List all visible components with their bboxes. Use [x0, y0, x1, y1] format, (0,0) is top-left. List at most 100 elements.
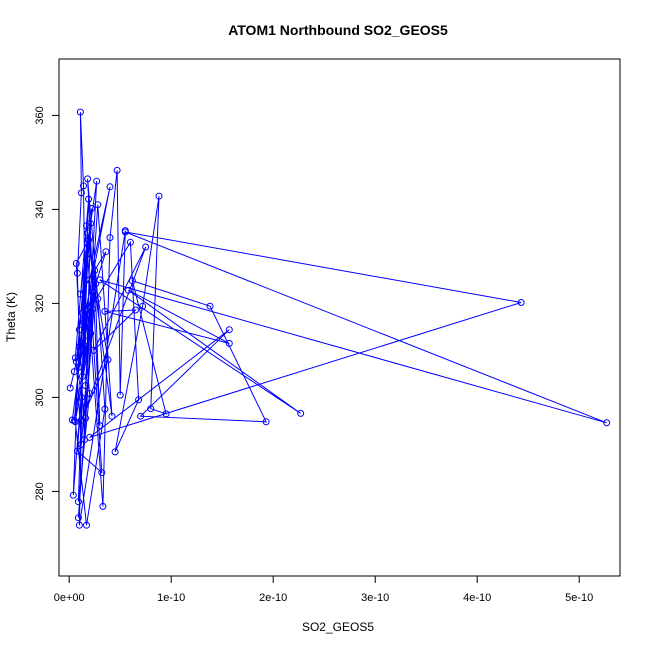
data-point — [90, 288, 98, 296]
data-point — [82, 414, 89, 422]
data-point — [76, 290, 84, 298]
x-tick-label: 3e-10 — [361, 592, 389, 604]
data-point — [77, 189, 85, 197]
data-point — [69, 491, 77, 499]
data-point — [76, 108, 84, 116]
data-point — [81, 302, 88, 310]
x-tick-label: 0e+00 — [54, 592, 85, 604]
data-point — [79, 372, 86, 380]
data-point — [94, 295, 102, 303]
data-point — [89, 305, 97, 313]
data-point — [603, 419, 611, 427]
data-point — [74, 498, 82, 506]
data-point — [83, 307, 90, 315]
data-point — [106, 234, 114, 242]
x-tick-label: 4e-10 — [463, 592, 491, 604]
data-point — [96, 276, 104, 284]
data-point — [147, 405, 155, 413]
data-point — [85, 236, 93, 244]
data-point — [128, 277, 136, 285]
data-point — [126, 238, 134, 246]
data-point — [101, 405, 109, 413]
y-axis-label: Theta (K) — [4, 292, 18, 342]
data-point — [72, 358, 80, 366]
data-point — [81, 436, 88, 444]
data-point — [262, 418, 270, 426]
data-point — [84, 250, 92, 258]
data-point — [71, 354, 79, 362]
data-point — [80, 318, 87, 326]
data-points — [66, 108, 611, 529]
data-point — [297, 409, 305, 417]
data-point — [68, 416, 76, 424]
data-point — [113, 166, 121, 174]
data-point — [124, 286, 132, 294]
data-point — [206, 302, 214, 310]
data-point — [162, 410, 170, 418]
x-tick-label: 5e-10 — [565, 592, 593, 604]
data-point — [72, 260, 80, 267]
data-point — [90, 346, 98, 354]
data-point — [101, 307, 109, 315]
data-point — [116, 391, 124, 399]
data-point — [96, 422, 104, 430]
data-point — [77, 393, 85, 401]
data-point — [80, 182, 87, 190]
data-point — [83, 521, 90, 529]
data-point — [106, 183, 114, 191]
data-point — [77, 416, 85, 424]
data-point — [104, 356, 112, 364]
data-point — [75, 343, 83, 351]
data-point — [74, 514, 82, 522]
data-point — [111, 448, 119, 456]
data-point — [102, 248, 110, 256]
data-point — [94, 201, 102, 209]
data-point — [79, 309, 86, 317]
data-point — [75, 363, 83, 371]
data-point — [80, 316, 87, 324]
data-point — [82, 382, 89, 390]
data-point — [93, 177, 101, 185]
y-tick-label: 300 — [34, 388, 46, 406]
data-series — [69, 112, 607, 526]
chart-title: ATOM1 Northbound SO2_GEOS5 — [228, 22, 448, 38]
data-point — [225, 326, 233, 334]
data-point — [73, 269, 81, 277]
data-point — [225, 339, 233, 347]
data-point — [87, 220, 95, 227]
data-point — [517, 299, 525, 306]
data-point — [87, 330, 95, 337]
data-point — [86, 390, 94, 398]
data-point — [142, 243, 150, 251]
data-point — [98, 469, 106, 477]
data-point — [73, 447, 81, 455]
data-point — [66, 384, 74, 392]
data-point — [91, 267, 99, 274]
y-tick-label: 320 — [34, 294, 46, 312]
data-point — [121, 228, 129, 236]
y-axis: 280 300 320 340 360 — [34, 106, 60, 501]
data-point — [85, 195, 93, 203]
data-point — [86, 276, 94, 284]
data-point — [84, 175, 92, 183]
data-point — [137, 412, 145, 420]
x-tick-label: 1e-10 — [157, 592, 185, 604]
x-axis-label: SO2_GEOS5 — [302, 620, 374, 634]
y-tick-label: 340 — [34, 200, 46, 218]
x-axis: 0e+00 1e-10 2e-10 3e-10 4e-10 5e-10 — [54, 575, 593, 604]
data-point — [92, 280, 100, 288]
data-point — [132, 306, 139, 314]
data-point — [70, 368, 78, 376]
data-point — [75, 521, 83, 529]
data-point — [77, 440, 85, 448]
data-point — [84, 229, 92, 237]
data-point — [82, 337, 89, 345]
data-point — [139, 302, 147, 310]
data-point — [155, 192, 163, 200]
series-line — [69, 112, 607, 526]
data-point — [99, 502, 107, 510]
data-point — [135, 396, 143, 404]
data-point — [88, 205, 96, 212]
